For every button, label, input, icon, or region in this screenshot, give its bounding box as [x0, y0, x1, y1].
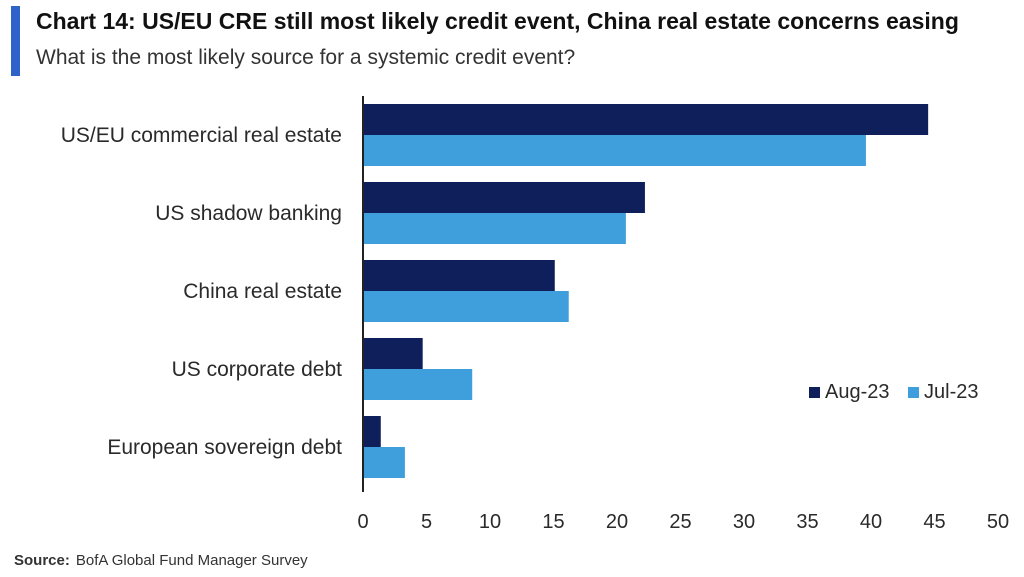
title-accent-bar — [11, 6, 20, 76]
x-tick-label: 10 — [479, 511, 501, 533]
source-text: BofA Global Fund Manager Survey — [75, 552, 308, 569]
category-label: US/EU commercial real estate — [61, 124, 342, 147]
x-tick-label: 35 — [796, 511, 818, 533]
category-label: China real estate — [183, 280, 342, 303]
bar-jul-1 — [363, 213, 626, 244]
bar-aug-4 — [363, 416, 381, 447]
x-tick-label: 40 — [860, 511, 882, 533]
bar-aug-3 — [363, 338, 423, 369]
bar-aug-2 — [363, 260, 555, 291]
source-note: Source: BofA Global Fund Manager Survey — [14, 552, 308, 569]
bar-jul-4 — [363, 447, 405, 478]
bar-aug-0 — [363, 104, 929, 135]
legend-swatch-jul — [908, 387, 919, 398]
bar-jul-3 — [363, 369, 473, 400]
x-tick-label: 0 — [357, 511, 368, 533]
x-tick-label: 45 — [923, 511, 945, 533]
bar-jul-2 — [363, 291, 569, 322]
source-label: Source: — [14, 552, 70, 569]
bar-jul-0 — [363, 135, 866, 166]
category-label: US corporate debt — [172, 358, 343, 381]
legend-label: Jul-23 — [924, 381, 978, 403]
chart-subtitle: What is the most likely source for a sys… — [36, 46, 576, 69]
bar-aug-1 — [363, 182, 645, 213]
legend-label: Aug-23 — [825, 381, 890, 403]
legend-swatch-aug — [809, 387, 820, 398]
category-label: US shadow banking — [155, 202, 342, 225]
category-label: European sovereign debt — [107, 436, 342, 459]
x-tick-label: 30 — [733, 511, 755, 533]
x-tick-label: 15 — [542, 511, 564, 533]
chart-title: Chart 14: US/EU CRE still most likely cr… — [36, 8, 959, 34]
x-tick-label: 25 — [669, 511, 691, 533]
x-tick-label: 50 — [987, 511, 1009, 533]
x-tick-label: 20 — [606, 511, 628, 533]
x-tick-label: 5 — [421, 511, 432, 533]
